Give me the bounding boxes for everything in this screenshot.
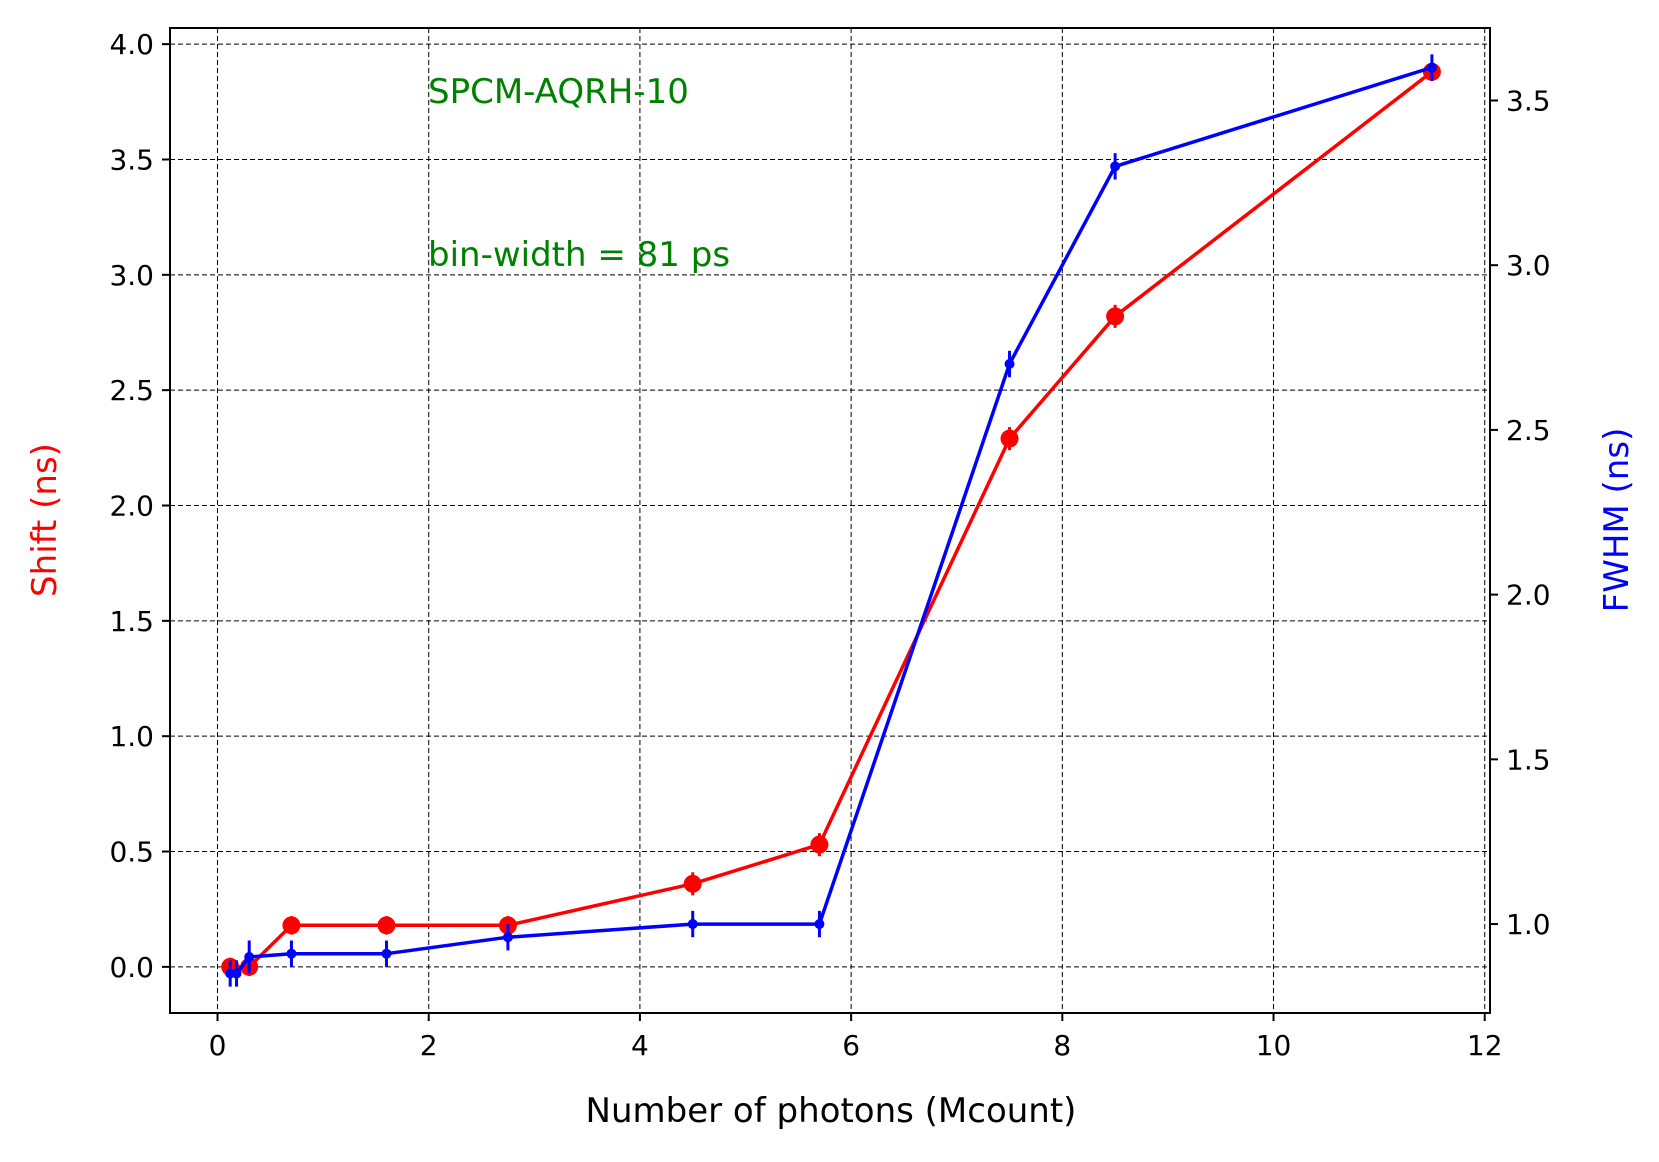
- fwhm-point: [1004, 359, 1015, 370]
- x-tick-label: 4: [631, 1029, 649, 1062]
- fwhm-point: [244, 951, 255, 962]
- y-right-axis-label: FWHM (ns): [1597, 428, 1637, 613]
- fwhm-point: [1426, 62, 1437, 73]
- y-right-tick-label: 1.0: [1506, 908, 1551, 941]
- y-left-tick-label: 2.0: [109, 490, 154, 523]
- fwhm-point: [687, 919, 698, 930]
- y-right-tick-label: 1.5: [1506, 743, 1551, 776]
- y-left-tick-label: 3.0: [109, 259, 154, 292]
- grid: [170, 28, 1490, 1013]
- annotation-detector: SPCM-AQRH-10: [428, 72, 689, 112]
- y-left-tick-label: 0.5: [109, 836, 154, 869]
- x-tick-label: 8: [1053, 1029, 1071, 1062]
- y-right-tick-label: 3.0: [1506, 249, 1551, 282]
- y-right-tick-label: 2.0: [1506, 579, 1551, 612]
- x-tick-label: 12: [1467, 1029, 1503, 1062]
- fwhm-point: [381, 948, 392, 959]
- y-left-tick-label: 2.5: [109, 374, 154, 407]
- y-left-tick-label: 3.5: [109, 143, 154, 176]
- fwhm-point: [231, 968, 242, 979]
- shift-line: [230, 70, 1433, 969]
- shift-point: [683, 874, 702, 893]
- y-left-axis-label: Shift (ns): [25, 443, 65, 597]
- shift-point: [1106, 307, 1125, 326]
- y-left-tick-label: 0.0: [109, 951, 154, 984]
- fwhm-point: [502, 932, 513, 943]
- fwhm-point: [814, 919, 825, 930]
- shift-point: [282, 916, 301, 935]
- series-fwhm: [225, 54, 1437, 987]
- y-left-tick-label: 4.0: [109, 28, 154, 61]
- x-axis-label: Number of photons (Mcount): [586, 1091, 1077, 1131]
- shift-point: [377, 916, 396, 935]
- shift-point: [1000, 429, 1019, 448]
- series-shift: [221, 62, 1441, 977]
- fwhm-point: [286, 948, 297, 959]
- shift-point: [810, 835, 829, 854]
- annotations: SPCM-AQRH-10 bin-width = 81 ps: [428, 72, 730, 275]
- y-right-tick-label: 2.5: [1506, 414, 1551, 447]
- fwhm-line: [230, 65, 1433, 976]
- x-tick-label: 10: [1256, 1029, 1292, 1062]
- y-right-tick-label: 3.5: [1506, 84, 1551, 117]
- x-tick-label: 0: [209, 1029, 227, 1062]
- axes: 0 2 4 6 8 10 12 0.0 0.5 1.0 1.5 2.0 2.5 3.0 3.5 4.0 1.0 1…: [109, 27, 1551, 1062]
- plot-frame: [169, 27, 1491, 1014]
- fwhm-point: [1110, 161, 1121, 172]
- y-left-tick-label: 1.5: [109, 605, 154, 638]
- x-tick-label: 2: [420, 1029, 438, 1062]
- plot-series: [221, 54, 1441, 987]
- annotation-bin-width: bin-width = 81 ps: [428, 235, 730, 275]
- y-left-tick-label: 1.0: [109, 720, 154, 753]
- x-tick-label: 6: [842, 1029, 860, 1062]
